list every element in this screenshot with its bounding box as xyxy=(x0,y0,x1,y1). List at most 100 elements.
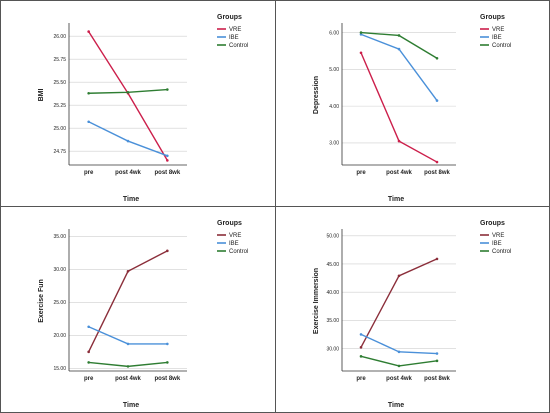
series-line-control xyxy=(360,355,438,367)
data-point-control xyxy=(359,355,363,358)
data-point-control xyxy=(87,91,90,95)
y-tick-label: 35.00 xyxy=(326,318,339,324)
legend-label-ibe: IBE xyxy=(492,35,502,41)
data-point-vre xyxy=(87,350,90,354)
data-point-ibe xyxy=(126,342,130,346)
y-tick-label: 24.75 xyxy=(53,149,66,155)
chart-svg: 35.00 30.00 25.00 20.00 15.00 pre post 4wk post… xyxy=(38,220,248,409)
y-tick-label: 4.00 xyxy=(329,104,339,110)
legend-label-control: Control xyxy=(492,43,511,49)
chart-svg: 26.00 25.75 25.50 25.25 25.00 24.75 pre post 4w… xyxy=(38,14,248,203)
data-point-control xyxy=(397,364,401,368)
data-point-ibe xyxy=(397,350,401,354)
x-tick-label: post 4wk xyxy=(386,170,412,176)
data-point-control xyxy=(126,365,130,368)
y-tick-label: 25.75 xyxy=(53,57,66,63)
legend-title: Groups xyxy=(480,220,505,227)
chart-svg: 50.00 45.00 40.00 35.00 30.00 pre post 4wk post… xyxy=(313,220,511,409)
legend-title: Groups xyxy=(217,14,242,21)
data-point-vre xyxy=(435,257,439,261)
data-point-control xyxy=(87,361,90,364)
y-tick-label: 3.00 xyxy=(329,141,339,147)
chart-panel-exercise-fun: 35.00 30.00 25.00 20.00 15.00 pre post 4wk post… xyxy=(0,206,276,413)
data-point-vre xyxy=(397,274,401,278)
legend-label-vre: VRE xyxy=(492,27,504,33)
data-point-vre xyxy=(166,249,169,253)
x-axis-label: Time xyxy=(388,196,404,203)
data-point-ibe xyxy=(166,342,169,346)
x-axis-label: Time xyxy=(123,196,139,203)
data-point-control xyxy=(435,359,439,363)
chart-panel-depression: 6.00 5.00 4.00 3.00 pre post 4wk post 8wk Time D… xyxy=(275,0,550,207)
data-point-control xyxy=(166,88,169,91)
data-point-ibe xyxy=(87,120,90,124)
x-tick-label: post 8wk xyxy=(424,376,450,382)
x-tick-label: post 4wk xyxy=(115,376,141,382)
data-point-ibe xyxy=(397,47,401,51)
x-tick-label: post 4wk xyxy=(386,376,412,382)
series-line-vre xyxy=(360,258,438,348)
data-point-ibe xyxy=(435,99,439,102)
chart-svg: 6.00 5.00 4.00 3.00 pre post 4wk post 8wk Time D… xyxy=(313,14,511,203)
data-point-control xyxy=(435,56,439,60)
legend-label-ibe: IBE xyxy=(492,241,502,247)
data-point-vre xyxy=(166,159,169,162)
y-tick-label: 25.50 xyxy=(53,80,66,86)
x-tick-label: post 8wk xyxy=(424,170,450,176)
y-tick-label: 50.00 xyxy=(326,234,339,240)
data-point-ibe xyxy=(87,325,90,329)
legend-label-vre: VRE xyxy=(492,233,504,239)
legend-label-control: Control xyxy=(492,249,511,255)
y-tick-label: 20.00 xyxy=(53,333,66,339)
legend-label-control: Control xyxy=(229,43,248,49)
x-tick-label: pre xyxy=(84,376,94,382)
legend-title: Groups xyxy=(480,14,505,21)
legend-label-vre: VRE xyxy=(229,27,241,33)
x-tick-label: pre xyxy=(84,170,94,176)
data-point-ibe xyxy=(126,139,130,143)
y-tick-label: 25.00 xyxy=(53,300,66,306)
x-axis-label: Time xyxy=(388,402,404,409)
y-tick-label: 5.00 xyxy=(329,67,339,73)
y-axis-label: Depression xyxy=(313,76,320,114)
series-line-ibe xyxy=(360,33,438,102)
data-point-vre xyxy=(359,346,363,349)
y-axis-label: BMI xyxy=(38,89,45,102)
data-point-vre xyxy=(87,30,90,33)
data-point-control xyxy=(126,91,130,94)
data-point-vre xyxy=(359,51,363,55)
data-point-control xyxy=(166,361,169,364)
x-tick-label: pre xyxy=(356,376,366,382)
x-tick-label: post 8wk xyxy=(154,170,180,176)
series-line-vre xyxy=(88,250,168,353)
legend-title: Groups xyxy=(217,220,242,227)
y-tick-label: 25.25 xyxy=(53,103,66,109)
data-point-ibe xyxy=(166,154,169,158)
y-tick-label: 30.00 xyxy=(53,267,66,273)
data-point-vre xyxy=(397,139,401,143)
x-tick-label: post 4wk xyxy=(115,170,141,176)
y-axis-label: Exercise Immersion xyxy=(313,268,320,334)
series-line-ibe xyxy=(88,121,168,157)
data-point-ibe xyxy=(435,352,439,355)
legend-label-vre: VRE xyxy=(229,233,241,239)
y-tick-label: 26.00 xyxy=(53,34,66,40)
x-tick-label: pre xyxy=(356,170,366,176)
y-tick-label: 6.00 xyxy=(329,30,339,36)
y-tick-label: 30.00 xyxy=(326,346,339,352)
y-tick-label: 35.00 xyxy=(53,234,66,240)
x-axis-label: Time xyxy=(123,402,139,409)
data-point-vre xyxy=(126,269,130,273)
y-tick-label: 25.00 xyxy=(53,126,66,132)
y-axis-label: Exercise Fun xyxy=(38,279,45,323)
legend-label-control: Control xyxy=(229,249,248,255)
chart-panel-bmi: 26.00 25.75 25.50 25.25 25.00 24.75 pre post 4w… xyxy=(0,0,276,207)
x-tick-label: post 8wk xyxy=(154,376,180,382)
data-point-ibe xyxy=(359,33,363,36)
data-point-vre xyxy=(435,160,439,164)
legend-label-ibe: IBE xyxy=(229,241,239,247)
chart-panel-exercise-immersion: 50.00 45.00 40.00 35.00 30.00 pre post 4wk post… xyxy=(275,206,550,413)
legend-label-ibe: IBE xyxy=(229,35,239,41)
data-point-ibe xyxy=(359,333,363,336)
